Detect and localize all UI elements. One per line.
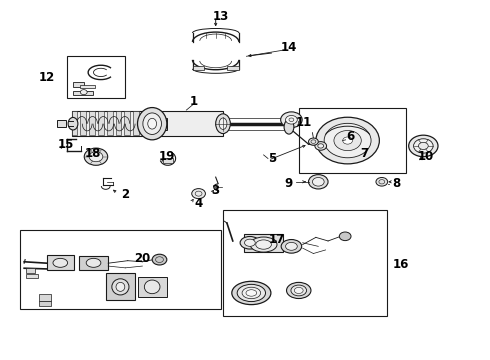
Bar xyxy=(223,211,387,316)
Bar xyxy=(89,111,95,135)
Ellipse shape xyxy=(80,90,87,95)
Bar xyxy=(98,111,104,135)
Text: 14: 14 xyxy=(281,41,297,54)
Ellipse shape xyxy=(294,287,303,293)
Ellipse shape xyxy=(116,282,125,291)
Circle shape xyxy=(309,138,318,145)
Circle shape xyxy=(289,118,294,122)
Ellipse shape xyxy=(245,239,255,246)
Circle shape xyxy=(409,135,438,157)
Text: 18: 18 xyxy=(84,147,101,159)
Text: 9: 9 xyxy=(285,177,293,190)
Circle shape xyxy=(315,141,327,150)
Circle shape xyxy=(418,142,428,149)
Circle shape xyxy=(318,144,324,148)
Bar xyxy=(116,111,122,135)
Bar xyxy=(57,121,66,127)
Circle shape xyxy=(339,232,351,240)
Bar xyxy=(138,118,167,130)
Circle shape xyxy=(324,123,371,158)
Bar xyxy=(193,66,204,69)
Bar xyxy=(107,111,113,135)
Text: 11: 11 xyxy=(295,116,312,129)
Ellipse shape xyxy=(53,258,68,267)
Text: 20: 20 xyxy=(134,252,150,265)
Text: 7: 7 xyxy=(361,147,369,159)
Ellipse shape xyxy=(148,118,157,129)
Ellipse shape xyxy=(143,113,161,134)
Text: 13: 13 xyxy=(213,10,229,23)
Circle shape xyxy=(316,117,379,164)
Ellipse shape xyxy=(284,120,294,134)
Bar xyxy=(163,158,172,163)
Bar xyxy=(20,230,221,309)
Circle shape xyxy=(281,112,302,128)
Bar xyxy=(227,66,239,69)
Text: 4: 4 xyxy=(195,197,203,210)
Ellipse shape xyxy=(256,240,271,249)
Text: 3: 3 xyxy=(212,184,220,197)
Text: 16: 16 xyxy=(393,258,410,271)
Ellipse shape xyxy=(250,237,277,252)
Bar xyxy=(106,273,135,300)
Bar xyxy=(244,234,283,252)
Text: 8: 8 xyxy=(392,177,401,190)
Text: 15: 15 xyxy=(57,138,74,150)
Bar xyxy=(142,111,148,135)
Ellipse shape xyxy=(112,279,129,295)
Ellipse shape xyxy=(286,242,297,250)
Circle shape xyxy=(343,137,352,144)
Text: 6: 6 xyxy=(346,130,354,144)
Circle shape xyxy=(334,131,361,150)
Circle shape xyxy=(84,148,108,165)
Ellipse shape xyxy=(281,239,302,253)
Ellipse shape xyxy=(68,117,78,130)
Circle shape xyxy=(192,189,205,199)
Ellipse shape xyxy=(219,118,227,130)
Text: 17: 17 xyxy=(269,233,285,246)
Circle shape xyxy=(286,116,297,124)
Bar xyxy=(39,301,51,306)
Circle shape xyxy=(376,177,388,186)
Bar xyxy=(72,111,223,136)
Bar xyxy=(26,268,35,273)
Ellipse shape xyxy=(237,284,266,302)
Bar xyxy=(299,108,406,173)
Ellipse shape xyxy=(232,281,271,305)
Bar xyxy=(133,111,139,135)
Text: 12: 12 xyxy=(39,71,55,84)
Bar xyxy=(79,256,108,270)
Text: 10: 10 xyxy=(417,150,434,163)
Bar xyxy=(72,111,77,135)
Ellipse shape xyxy=(246,290,257,296)
Ellipse shape xyxy=(242,287,261,299)
Bar xyxy=(47,255,74,270)
Text: 5: 5 xyxy=(268,152,276,165)
Ellipse shape xyxy=(145,280,160,294)
Bar xyxy=(124,111,130,135)
Bar xyxy=(73,82,84,87)
Text: 19: 19 xyxy=(159,150,175,163)
Bar xyxy=(80,111,86,135)
Bar xyxy=(138,277,167,297)
Circle shape xyxy=(313,177,324,186)
Ellipse shape xyxy=(86,258,101,267)
Circle shape xyxy=(309,175,328,189)
Ellipse shape xyxy=(287,282,311,298)
Bar xyxy=(26,274,38,278)
Circle shape xyxy=(152,254,167,265)
Text: 2: 2 xyxy=(121,188,129,201)
Ellipse shape xyxy=(216,114,230,134)
Bar xyxy=(39,294,51,301)
Circle shape xyxy=(89,152,103,162)
Ellipse shape xyxy=(138,108,167,140)
Bar xyxy=(67,56,125,98)
Circle shape xyxy=(414,139,433,153)
Bar xyxy=(80,85,95,88)
Bar xyxy=(73,91,93,95)
Ellipse shape xyxy=(291,285,307,296)
Text: 1: 1 xyxy=(190,95,198,108)
Ellipse shape xyxy=(240,237,260,249)
